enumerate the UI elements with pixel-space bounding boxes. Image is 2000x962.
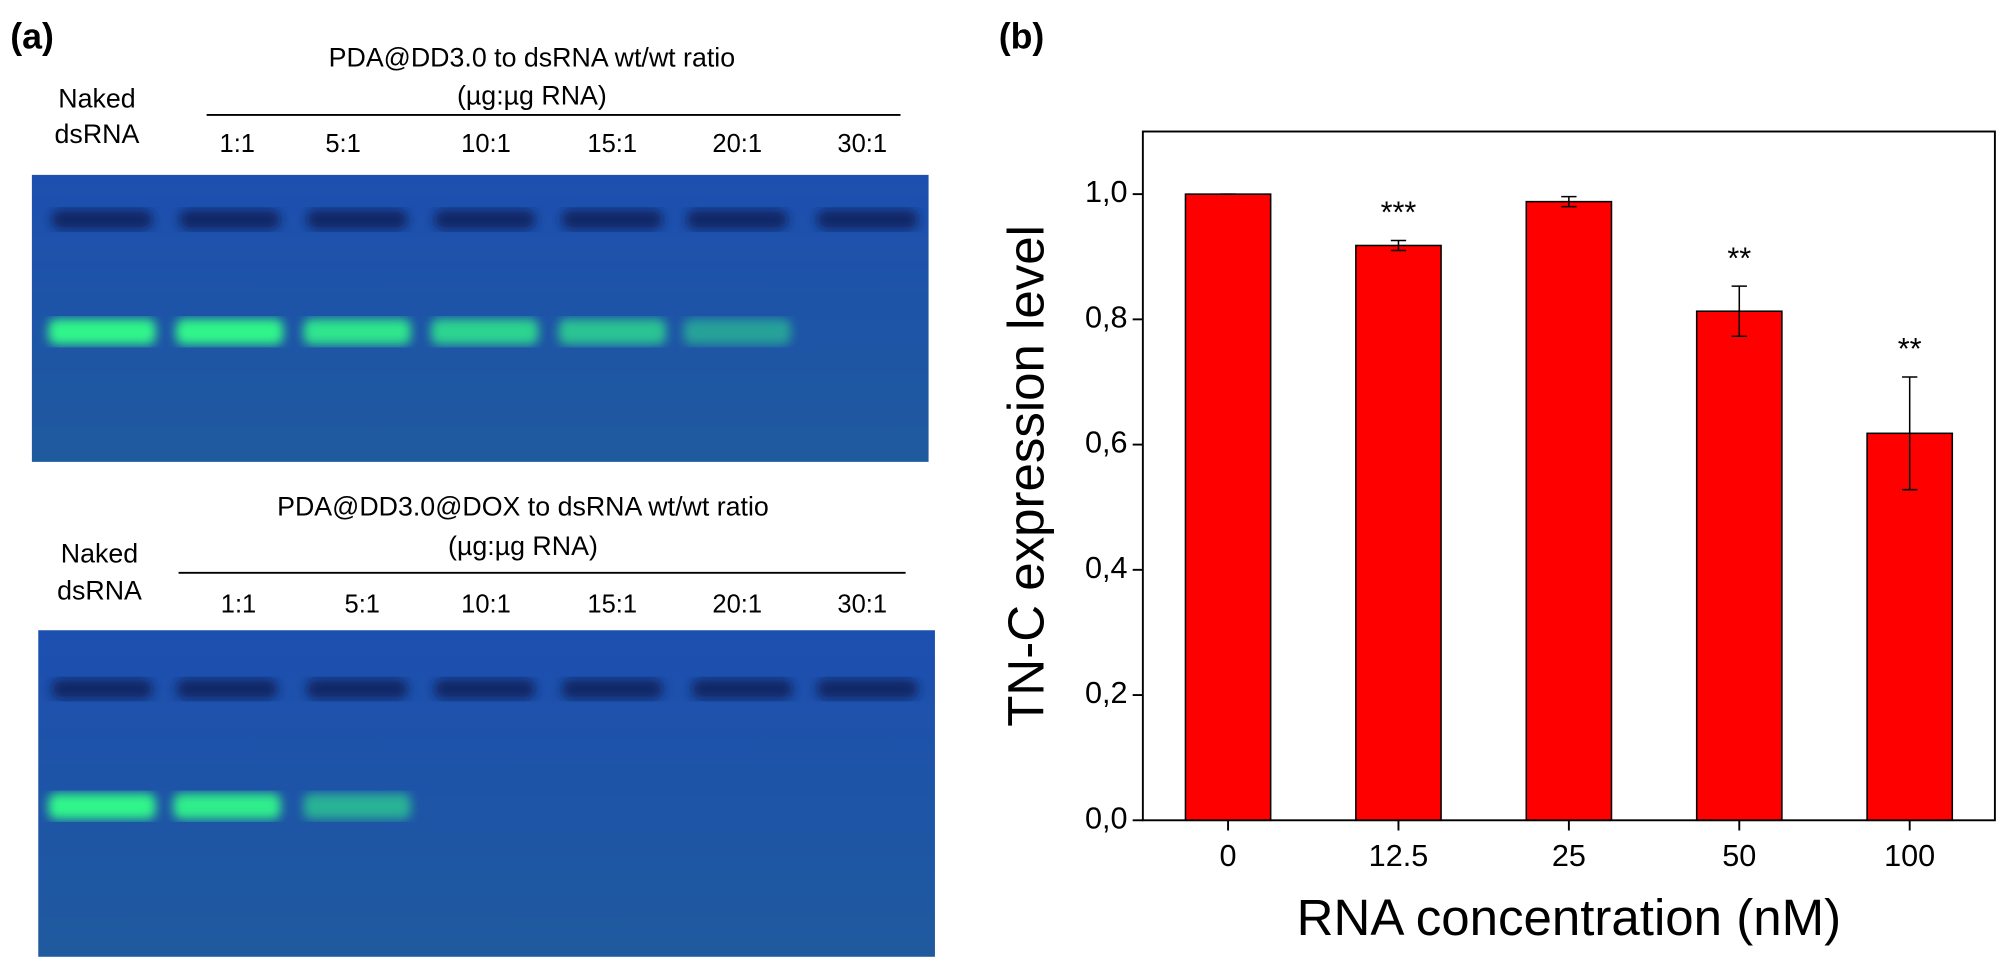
well xyxy=(433,209,536,230)
lane-label: 10:1 xyxy=(461,130,511,158)
well xyxy=(51,678,154,700)
well xyxy=(51,209,154,230)
bar xyxy=(1866,432,1954,822)
lane-label: 1:1 xyxy=(220,130,255,158)
error-bar xyxy=(1561,195,1577,208)
well xyxy=(686,209,789,230)
well xyxy=(691,678,794,700)
x-tick-label: 0 xyxy=(1220,839,1237,873)
gels: PDA@DD3.0 to dsRNA wt/wt ratio (µg:µg RNA… xyxy=(31,42,935,957)
rna-band xyxy=(303,793,411,820)
rna-band xyxy=(173,793,281,820)
error-bar xyxy=(1731,285,1747,338)
lane-label: 15:1 xyxy=(587,590,637,618)
well xyxy=(561,678,664,700)
significance-label: ** xyxy=(1727,241,1751,275)
gel-title: PDA@DD3.0 to dsRNA wt/wt ratio xyxy=(329,42,735,72)
well xyxy=(561,209,664,230)
x-tick-label: 100 xyxy=(1884,839,1935,873)
control-label: dsRNA xyxy=(55,119,140,149)
x-tick-label: 12.5 xyxy=(1369,839,1429,873)
lane-label: 5:1 xyxy=(325,130,360,158)
panel-label: (a) xyxy=(10,17,54,57)
rna-band xyxy=(48,319,156,345)
bar xyxy=(1525,200,1613,822)
x-axis-title: RNA concentration (nM) xyxy=(1297,889,1841,946)
y-tick-label: 0,6 xyxy=(1085,426,1128,460)
well xyxy=(306,678,409,700)
x-tick-label: 25 xyxy=(1552,839,1586,873)
bar-chart: (b) 0,0 0,2 0,4 0,6 0,8 1,0 TN-C expression lev… xyxy=(997,17,1996,946)
panel-label: (b) xyxy=(999,17,1045,57)
well xyxy=(176,678,279,700)
lane-label: 1:1 xyxy=(221,590,256,618)
rna-band xyxy=(683,319,791,345)
rna-band xyxy=(176,319,284,345)
control-label: Naked xyxy=(58,83,135,113)
significance-label: ** xyxy=(1898,332,1922,366)
well xyxy=(816,678,919,700)
rna-band xyxy=(303,319,411,345)
lane-label: 10:1 xyxy=(461,590,511,618)
significance-label: *** xyxy=(1381,196,1417,230)
control-label: dsRNA xyxy=(57,576,142,606)
bar xyxy=(1184,193,1272,822)
lane-label: 20:1 xyxy=(712,130,762,158)
lane-label: 30:1 xyxy=(837,590,887,618)
rna-band xyxy=(48,793,156,820)
rna-band xyxy=(431,319,539,345)
y-tick-label: 1,0 xyxy=(1085,175,1128,209)
lane-label: 30:1 xyxy=(837,130,887,158)
control-label: Naked xyxy=(61,539,138,569)
y-tick-label: 0,4 xyxy=(1085,551,1128,585)
y-tick-label: 0,0 xyxy=(1085,801,1128,835)
y-tick-label: 0,2 xyxy=(1085,676,1128,710)
y-axis-title: TN-C expression level xyxy=(997,225,1054,727)
lane-label: 5:1 xyxy=(345,590,380,618)
error-bar xyxy=(1390,239,1407,252)
lane-label: 15:1 xyxy=(587,130,637,158)
bar xyxy=(1355,244,1442,822)
error-bar xyxy=(1902,376,1918,491)
gel-subtitle: (µg:µg RNA) xyxy=(457,81,607,111)
well xyxy=(178,209,281,230)
bar xyxy=(1695,310,1783,822)
gel-title: PDA@DD3.0@DOX to dsRNA wt/wt ratio xyxy=(277,491,769,521)
rna-band xyxy=(558,319,666,345)
lane-label: 20:1 xyxy=(712,590,762,618)
well xyxy=(816,209,919,230)
y-tick-label: 0,8 xyxy=(1085,300,1128,334)
x-tick-label: 50 xyxy=(1722,839,1756,873)
gel-subtitle: (µg:µg RNA) xyxy=(448,531,598,561)
plot-frame xyxy=(1141,130,1996,822)
well xyxy=(433,678,536,700)
well xyxy=(306,209,409,230)
